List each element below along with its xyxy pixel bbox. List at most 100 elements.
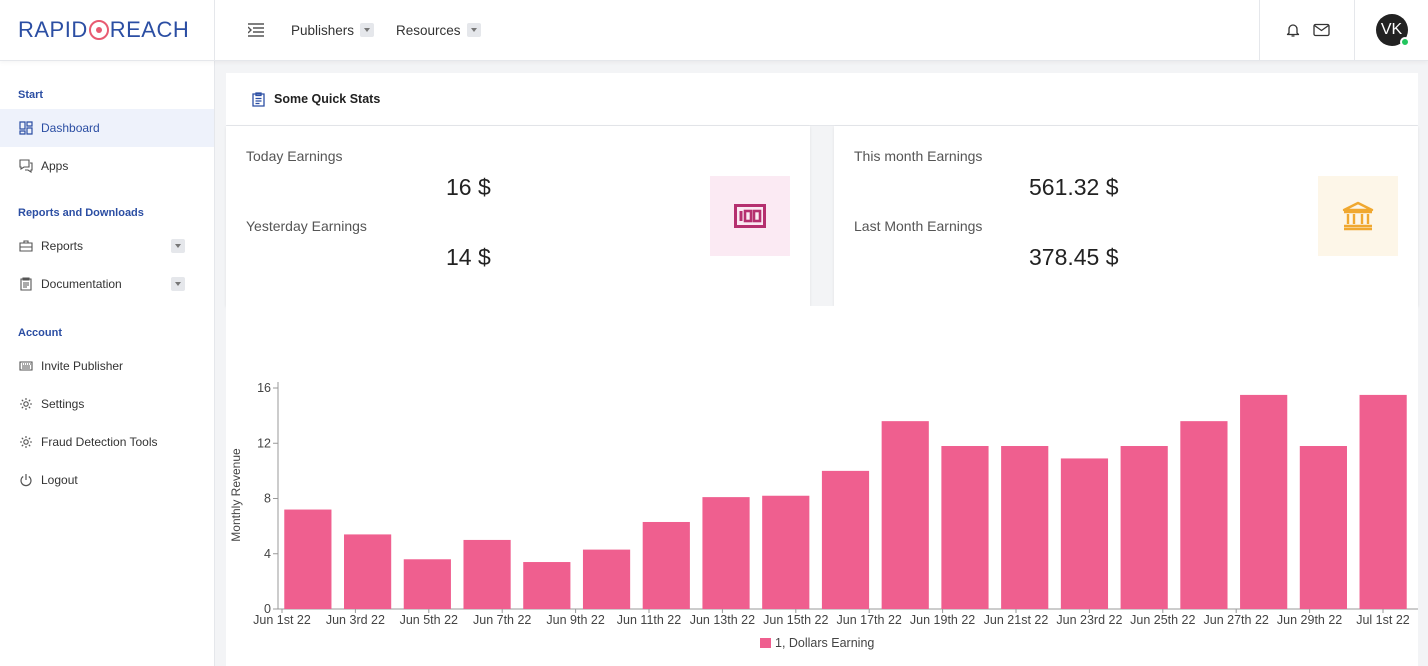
chart-bar[interactable] xyxy=(881,421,929,609)
x-tick-label: Jun 11th 22 xyxy=(617,613,681,627)
chevron-down-icon[interactable] xyxy=(171,239,185,253)
document-icon xyxy=(20,277,32,291)
chart-bar[interactable] xyxy=(1120,446,1168,609)
x-tick-label: Jun 1st 22 xyxy=(253,613,311,627)
sidebar-section-account: Account xyxy=(18,327,62,339)
chart-bar[interactable] xyxy=(1180,421,1228,609)
nav-resources-label: Resources xyxy=(396,22,461,38)
chart-bar[interactable] xyxy=(463,539,511,609)
target-icon xyxy=(88,20,109,40)
apps-icon xyxy=(19,159,33,173)
monthly-earnings-card: This month Earnings 561.32 $ Last Month … xyxy=(834,126,1418,306)
this-month-earnings-value: 561.32 $ xyxy=(1029,174,1119,200)
sidebar-item-settings[interactable]: Settings xyxy=(0,385,214,423)
sidebar-section-start: Start xyxy=(18,89,44,101)
x-tick-label: Jun 29th 22 xyxy=(1277,613,1342,627)
chart-bar[interactable] xyxy=(403,559,451,609)
x-tick-label: Jun 15th 22 xyxy=(763,613,828,627)
briefcase-icon xyxy=(19,240,33,252)
avatar[interactable]: VK xyxy=(1375,14,1410,47)
gear-icon xyxy=(20,398,32,410)
main-content: Some Quick Stats Today Earnings 16 $ Yes… xyxy=(226,73,1418,306)
x-tick-label: Jun 7th 22 xyxy=(473,613,531,627)
revenue-chart-card: 0 4 8 12 16 Jun 1st 22 Jun 3rd 22 Jun 5th 22 Ju… xyxy=(226,306,1418,666)
chart-bar[interactable] xyxy=(642,521,690,609)
x-tick-label: Jul 1st 22 xyxy=(1356,613,1410,627)
sidebar-item-label: Invite Publisher xyxy=(41,359,124,373)
last-month-earnings-value: 378.45 $ xyxy=(1029,244,1119,270)
chart-bar[interactable] xyxy=(702,497,750,609)
chart-bar[interactable] xyxy=(1359,394,1407,609)
sidebar-item-label: Fraud Detection Tools xyxy=(41,435,158,449)
dashboard-icon xyxy=(19,121,33,135)
chart-legend[interactable]: 1, Dollars Earning xyxy=(760,636,874,650)
sidebar-item-documentation[interactable]: Documentation xyxy=(0,265,214,303)
legend-label: 1, Dollars Earning xyxy=(775,636,874,650)
sidebar-item-apps[interactable]: Apps xyxy=(0,147,214,185)
avatar-initials: VK xyxy=(1380,21,1403,38)
chart-bar[interactable] xyxy=(582,549,631,609)
nav-publishers[interactable]: Publishers xyxy=(291,22,375,38)
today-earnings-value: 16 $ xyxy=(446,174,491,200)
chart-bar[interactable] xyxy=(1299,446,1347,609)
brand-left: RAPID xyxy=(18,17,88,42)
legend-swatch xyxy=(760,638,771,648)
sidebar: Start Dashboard Apps Reports and Downloa… xyxy=(0,61,215,666)
sidebar-item-label: Reports xyxy=(41,239,84,253)
stats-row: Today Earnings 16 $ Yesterday Earnings 1… xyxy=(226,126,1418,306)
x-tick-label: Jun 23rd 22 xyxy=(1056,613,1122,627)
y-tick-label: 8 xyxy=(264,492,271,506)
chart-bar[interactable] xyxy=(1001,446,1049,609)
cash-icon xyxy=(710,176,790,256)
avatar-area: VK xyxy=(1355,0,1428,61)
chevron-down-icon xyxy=(466,23,481,37)
chart-bar[interactable] xyxy=(941,446,989,609)
y-tick-label: 4 xyxy=(264,547,271,561)
y-tick-label: 12 xyxy=(257,436,271,450)
chevron-down-icon[interactable] xyxy=(171,277,185,291)
brand[interactable]: RAPID REACH xyxy=(0,0,215,61)
chart-bar[interactable] xyxy=(1060,458,1109,609)
chart-bar[interactable] xyxy=(284,509,332,609)
brand-logo[interactable]: RAPID REACH xyxy=(18,17,189,43)
y-tick-label: 16 xyxy=(257,381,271,395)
x-tick-label: Jun 17th 22 xyxy=(837,613,902,627)
sidebar-item-dashboard[interactable]: Dashboard xyxy=(0,109,214,147)
chart-bar[interactable] xyxy=(1240,394,1288,609)
brand-right: REACH xyxy=(109,17,190,42)
x-tick-label: Jun 3rd 22 xyxy=(326,613,385,627)
sidebar-item-fraud[interactable]: Fraud Detection Tools xyxy=(0,423,214,461)
sidebar-item-label: Settings xyxy=(41,397,85,411)
keyboard-icon xyxy=(19,361,33,371)
chevron-down-icon xyxy=(360,23,375,37)
chart-bar[interactable] xyxy=(762,495,810,609)
sidebar-item-label: Apps xyxy=(41,159,69,173)
x-tick-label: Jun 19th 22 xyxy=(910,613,975,627)
sidebar-item-label: Logout xyxy=(41,473,78,487)
yesterday-earnings-value: 14 $ xyxy=(446,244,491,270)
x-tick-label: Jun 9th 22 xyxy=(546,613,604,627)
bank-icon xyxy=(1318,176,1398,256)
revenue-bar-chart: 0 4 8 12 16 Jun 1st 22 Jun 3rd 22 Jun 5th 22 Ju… xyxy=(229,381,1418,650)
x-tick-label: Jun 5th 22 xyxy=(400,613,458,627)
chart-bar[interactable] xyxy=(523,562,571,609)
sidebar-item-label: Documentation xyxy=(41,277,122,291)
bell-icon[interactable] xyxy=(1285,22,1301,38)
x-tick-label: Jun 21st 22 xyxy=(984,613,1049,627)
chart-bar[interactable] xyxy=(344,534,392,609)
nav-publishers-label: Publishers xyxy=(291,22,355,38)
top-nav: Publishers Resources xyxy=(291,23,503,38)
sidebar-item-invite[interactable]: Invite Publisher xyxy=(0,347,214,385)
header-actions: VK xyxy=(1259,0,1428,61)
sidebar-section-reports: Reports and Downloads xyxy=(18,207,144,219)
sidebar-item-reports[interactable]: Reports xyxy=(0,227,214,265)
notification-area xyxy=(1259,0,1355,61)
chart-y-axis-label: Monthly Revenue xyxy=(229,448,243,542)
quick-stats-title: Some Quick Stats xyxy=(274,92,381,106)
nav-resources[interactable]: Resources xyxy=(396,23,481,38)
mail-icon[interactable] xyxy=(1312,23,1330,37)
chart-bar[interactable] xyxy=(821,470,870,609)
sidebar-item-logout[interactable]: Logout xyxy=(0,461,214,499)
menu-toggle-icon[interactable] xyxy=(248,23,264,37)
y-tick-label: 0 xyxy=(264,602,271,616)
